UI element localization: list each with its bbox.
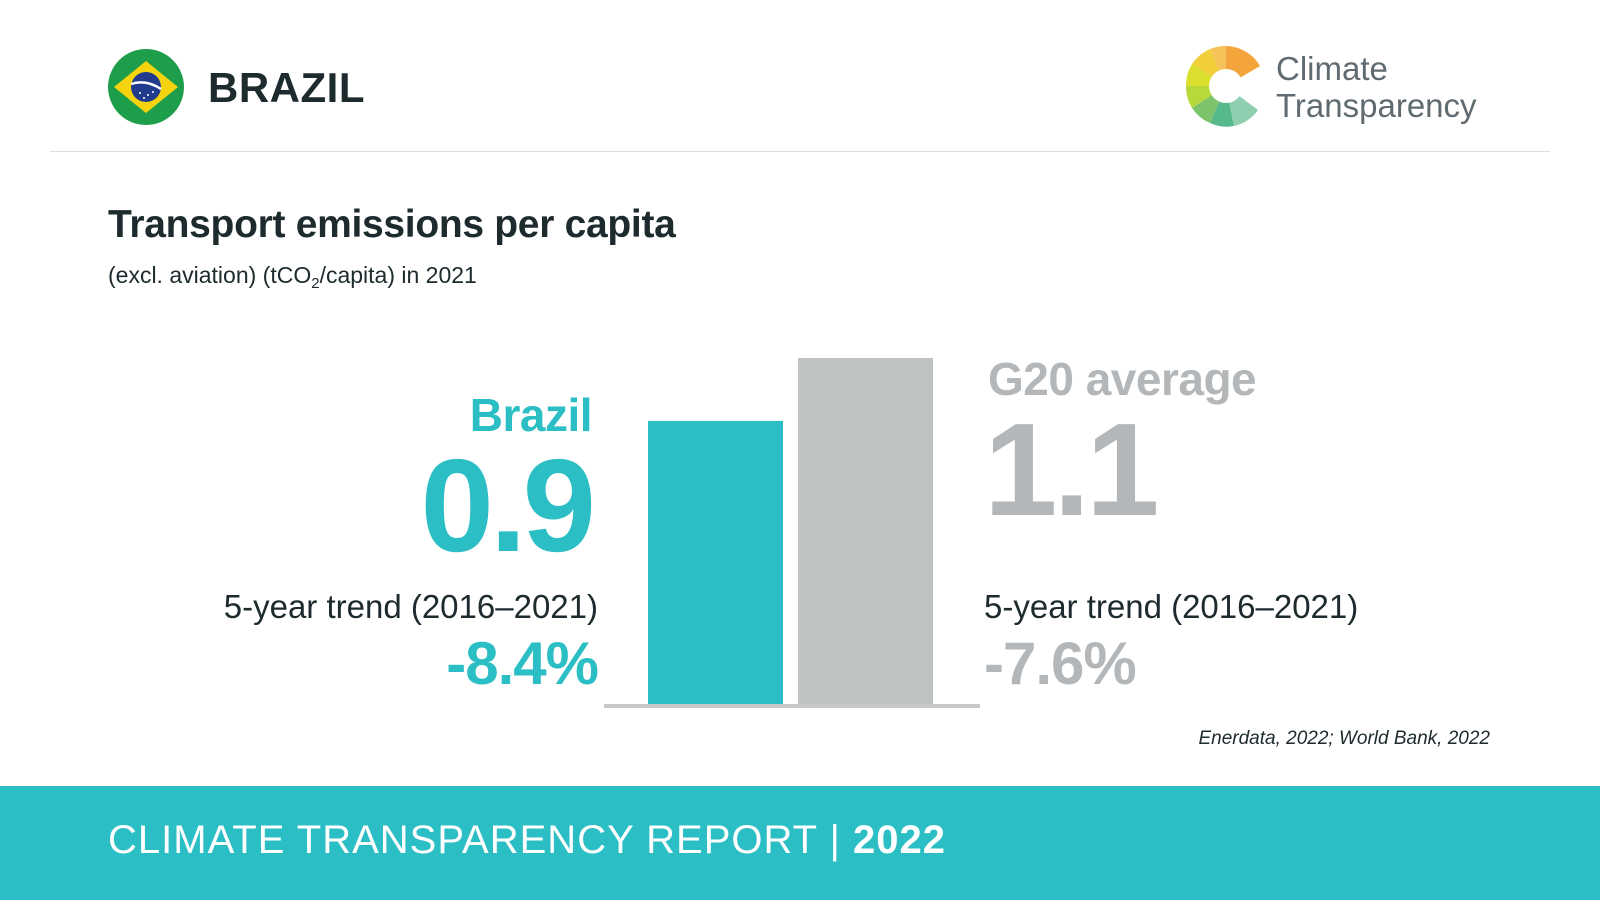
footer-band [0,786,1600,900]
country-name: BRAZIL [208,64,365,111]
country-trend-label: 5-year trend (2016–2021) [223,588,598,625]
x-axis-line [604,704,980,708]
country-trend-value: -8.4% [446,630,599,697]
chart-title: Transport emissions per capita [108,203,676,246]
footer-report-name: CLIMATE TRANSPARENCY REPORT | [108,818,853,862]
g20-label: G20 average [988,353,1257,405]
footer-title: CLIMATE TRANSPARENCY REPORT | 2022 [108,818,946,863]
g20-trend-value: -7.6% [984,630,1137,697]
subtitle-part-1: (excl. aviation) (tCO [108,262,312,288]
logo-line-2: Transparency [1276,87,1477,124]
logo-line-1: Climate [1276,50,1388,87]
subtitle-subscript: 2 [311,275,320,292]
g20-trend-label: 5-year trend (2016–2021) [984,588,1359,625]
bar-g20-average [798,358,933,704]
footer-year: 2022 [853,818,946,862]
bar-brazil [648,420,783,704]
subtitle-part-2: /capita) in 2021 [319,262,477,288]
climate-transparency-logo-icon [1185,45,1266,127]
country-label: Brazil [469,389,593,441]
logo-wordmark: Climate Transparency [1276,50,1477,124]
bar-chart [604,358,980,708]
chart-subtitle: (excl. aviation) (tCO2/capita) in 2021 [108,262,477,292]
brazil-flag-icon [108,49,184,125]
g20-value: 1.1 [984,396,1159,543]
country-value: 0.9 [420,432,596,579]
header-divider [50,151,1550,152]
source-note: Enerdata, 2022; World Bank, 2022 [1198,728,1490,749]
